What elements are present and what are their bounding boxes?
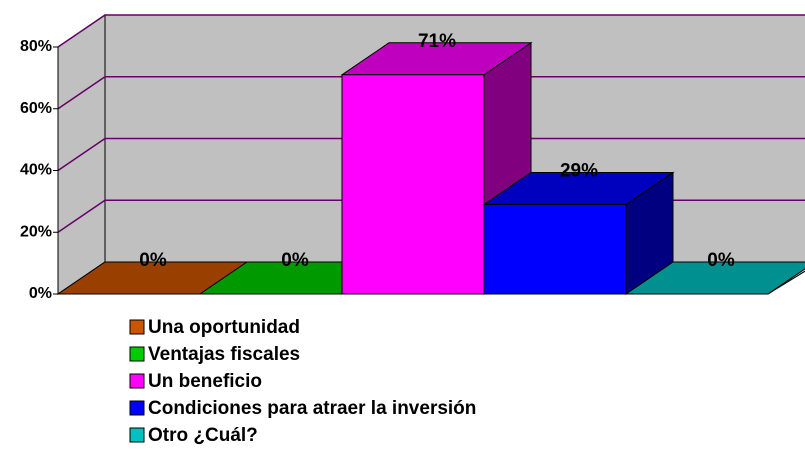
bar-top xyxy=(624,261,805,295)
legend-swatch xyxy=(129,373,145,389)
legend-swatch xyxy=(129,319,145,335)
data-label: 29% xyxy=(560,160,598,181)
bar xyxy=(341,74,485,295)
legend-label: Otro ¿Cuál? xyxy=(148,425,258,446)
y-tick-label: 20% xyxy=(20,223,52,240)
data-label: 0% xyxy=(281,250,309,271)
legend-swatch xyxy=(129,346,145,362)
y-tick-label: 60% xyxy=(20,100,52,117)
legend-label: Ventajas fiscales xyxy=(148,344,300,365)
legend-label: Un beneficio xyxy=(148,371,262,392)
y-tick-label: 40% xyxy=(20,162,52,179)
legend-swatch xyxy=(129,427,145,443)
legend-label: Condiciones para atraer la inversión xyxy=(148,398,476,419)
data-label: 0% xyxy=(707,250,735,271)
data-label: 71% xyxy=(418,31,456,52)
legend-swatch xyxy=(129,400,145,416)
y-tick-label: 80% xyxy=(20,38,52,55)
grid-line xyxy=(57,137,805,172)
data-label: 0% xyxy=(139,250,167,271)
grid-line xyxy=(57,76,805,110)
bar xyxy=(483,203,627,295)
y-tick-label: 0% xyxy=(29,285,52,302)
legend-label: Una oportunidad xyxy=(148,317,300,338)
grid-line xyxy=(57,14,805,48)
